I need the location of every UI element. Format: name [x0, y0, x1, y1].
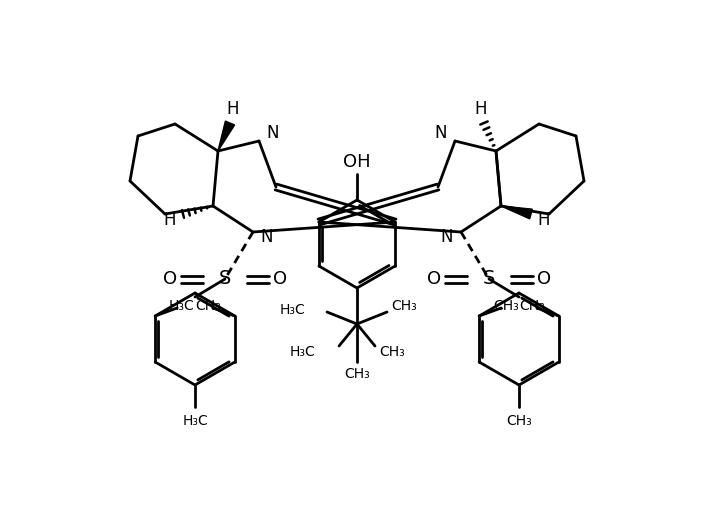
Text: CH₃: CH₃ [493, 299, 519, 313]
Text: O: O [427, 270, 441, 288]
Polygon shape [218, 121, 235, 151]
Text: O: O [273, 270, 287, 288]
Text: OH: OH [343, 153, 371, 171]
Text: H: H [227, 100, 239, 118]
Text: N: N [435, 124, 447, 142]
Text: H₃C: H₃C [169, 299, 195, 313]
Text: H: H [538, 211, 550, 229]
Text: N: N [441, 228, 453, 246]
Text: N: N [261, 228, 273, 246]
Text: CH₃: CH₃ [195, 299, 221, 313]
Text: S: S [483, 269, 496, 289]
Text: H₃C: H₃C [289, 345, 315, 359]
Text: CH₃: CH₃ [391, 299, 417, 313]
Text: CH₃: CH₃ [379, 345, 405, 359]
Text: CH₃: CH₃ [519, 299, 545, 313]
Polygon shape [501, 206, 533, 219]
Text: CH₃: CH₃ [344, 367, 370, 381]
Text: H₃C: H₃C [279, 303, 305, 317]
Text: H: H [475, 100, 487, 118]
Text: H: H [164, 211, 176, 229]
Text: O: O [537, 270, 551, 288]
Text: CH₃: CH₃ [506, 414, 532, 428]
Text: N: N [267, 124, 279, 142]
Text: H₃C: H₃C [182, 414, 208, 428]
Text: S: S [218, 269, 231, 289]
Text: O: O [163, 270, 177, 288]
